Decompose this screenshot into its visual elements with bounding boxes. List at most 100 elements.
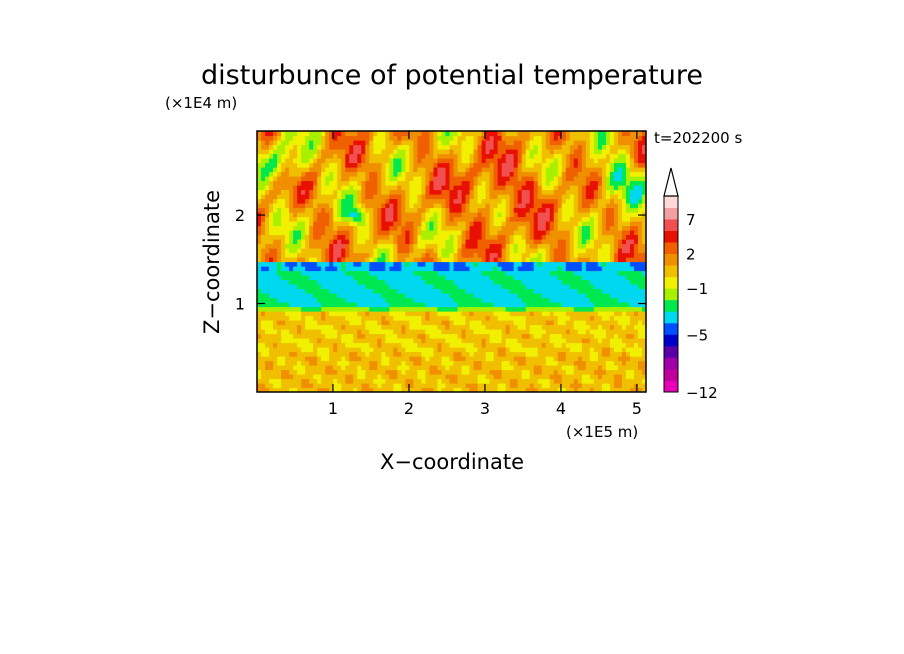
heatmap-cell [449, 320, 455, 326]
heatmap-cell [629, 275, 635, 281]
heatmap-cell [613, 374, 619, 380]
heatmap-cell [585, 387, 591, 392]
heatmap-cell [617, 225, 623, 231]
heatmap-cell [629, 383, 635, 389]
heatmap-cell [549, 302, 555, 308]
heatmap-cell [537, 369, 543, 375]
heatmap-cell [285, 225, 290, 231]
heatmap-cell [593, 176, 599, 182]
heatmap-cell [605, 167, 611, 173]
heatmap-cell [301, 315, 306, 321]
heatmap-cell [549, 365, 555, 371]
heatmap-cell [405, 180, 410, 186]
heatmap-cell [621, 347, 627, 353]
heatmap-cell [501, 180, 507, 186]
heatmap-cell [433, 275, 439, 281]
heatmap-cell [357, 189, 362, 195]
heatmap-cell [553, 369, 559, 375]
heatmap-cell [433, 293, 439, 299]
heatmap-cell [353, 297, 358, 303]
heatmap-cell [581, 324, 587, 330]
heatmap-cell [585, 356, 591, 362]
heatmap-cell [405, 189, 410, 195]
heatmap-cell [533, 356, 539, 362]
heatmap-cell [269, 221, 274, 227]
heatmap-cell [261, 248, 266, 254]
heatmap-cell [525, 293, 531, 299]
heatmap-cell [441, 176, 447, 182]
heatmap-cell [297, 225, 302, 231]
heatmap-cell [505, 212, 511, 218]
heatmap-cell [313, 252, 318, 258]
heatmap-cell [409, 365, 414, 371]
heatmap-cell [573, 180, 579, 186]
heatmap-cell [541, 189, 547, 195]
heatmap-cell [517, 230, 523, 236]
heatmap-cell [341, 167, 346, 173]
heatmap-cell [445, 167, 451, 173]
heatmap-cell [397, 288, 402, 294]
heatmap-cell [413, 230, 419, 236]
heatmap-cell [309, 167, 314, 173]
heatmap-cell [325, 275, 330, 281]
heatmap-cell [353, 320, 358, 326]
heatmap-cell [345, 180, 350, 186]
heatmap-cell [273, 369, 278, 375]
heatmap-cell [293, 347, 298, 353]
heatmap-cell [553, 221, 559, 227]
heatmap-cell [509, 185, 515, 191]
heatmap-cell [445, 221, 451, 227]
heatmap-cell [609, 261, 615, 267]
heatmap-cell [381, 387, 386, 392]
heatmap-cell [489, 176, 495, 182]
heatmap-cell [561, 374, 567, 380]
heatmap-cell [629, 297, 635, 303]
heatmap-cell [541, 270, 547, 276]
heatmap-cell [625, 207, 631, 213]
heatmap-cell [569, 320, 575, 326]
heatmap-cell [309, 221, 314, 227]
heatmap-cell [337, 230, 342, 236]
heatmap-cell [405, 311, 410, 317]
heatmap-cell [273, 288, 278, 294]
heatmap-cell [565, 198, 571, 204]
heatmap-cell [369, 284, 374, 290]
heatmap-cell [297, 171, 302, 177]
heatmap-cell [489, 243, 495, 249]
heatmap-cell [593, 351, 599, 357]
heatmap-cell [309, 342, 314, 348]
heatmap-cell [557, 261, 563, 267]
heatmap-cell [641, 261, 646, 267]
heatmap-cell [573, 189, 579, 195]
heatmap-cell [309, 311, 314, 317]
heatmap-cell [465, 239, 471, 245]
heatmap-cell [513, 387, 519, 392]
heatmap-cell [421, 203, 427, 209]
heatmap-cell [409, 351, 414, 357]
heatmap-cell [385, 189, 390, 195]
heatmap-cell [357, 329, 362, 335]
heatmap-cell [369, 216, 374, 222]
heatmap-cell [497, 275, 503, 281]
heatmap-cell [321, 306, 326, 312]
heatmap-cell [297, 261, 302, 267]
heatmap-cell [369, 234, 374, 240]
heatmap-cell [261, 252, 266, 258]
heatmap-cell [589, 221, 595, 227]
heatmap-cell [337, 284, 342, 290]
heatmap-cell [625, 342, 631, 348]
heatmap-cell [593, 167, 599, 173]
heatmap-cell [441, 329, 447, 335]
heatmap-cell [281, 270, 286, 276]
heatmap-cell [625, 279, 631, 285]
heatmap-cell [625, 239, 631, 245]
heatmap-cell [569, 369, 575, 375]
heatmap-cell [401, 342, 406, 348]
heatmap-cell [417, 167, 423, 173]
heatmap-cell [393, 275, 398, 281]
heatmap-cell [641, 369, 646, 375]
heatmap-cell [497, 288, 503, 294]
heatmap-cell [597, 185, 603, 191]
heatmap-cell [501, 293, 507, 299]
heatmap-cell [521, 189, 527, 195]
